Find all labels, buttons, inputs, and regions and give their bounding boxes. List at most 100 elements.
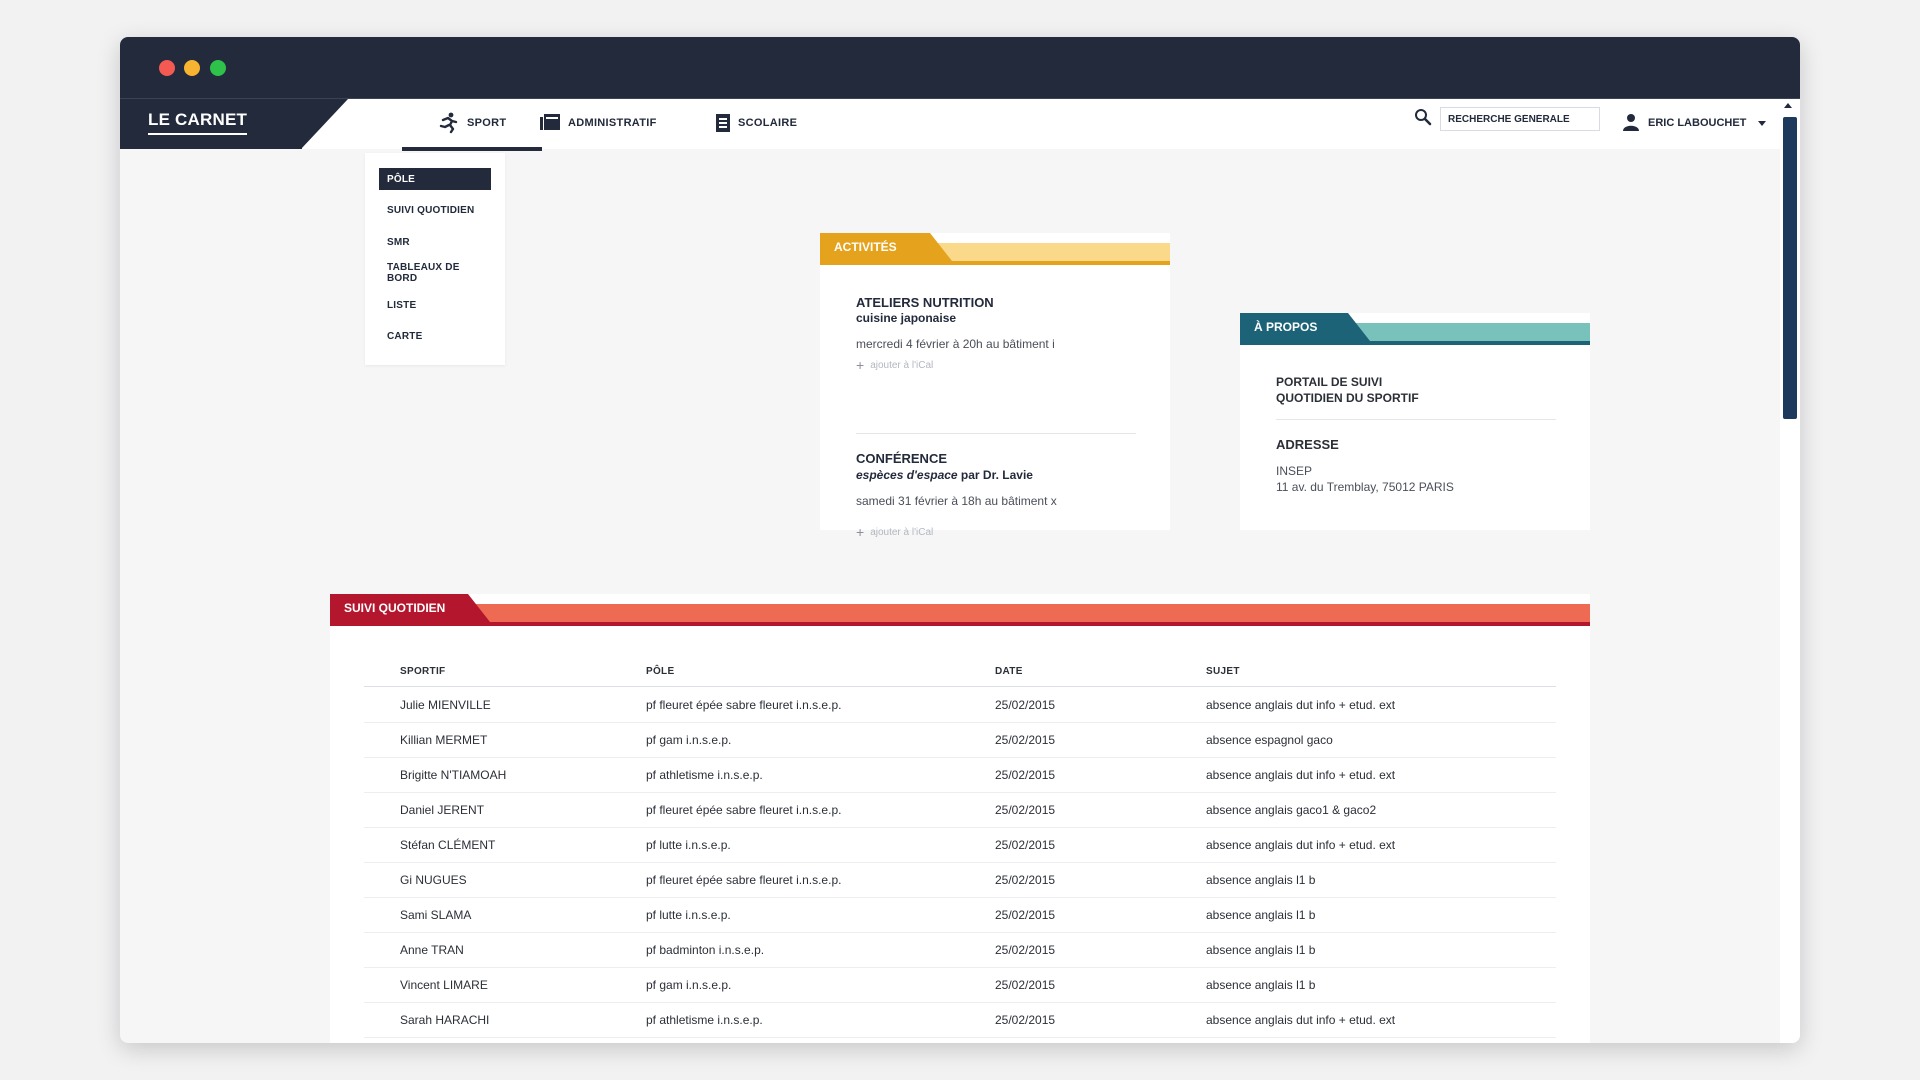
user-name: ERIC LABOUCHET	[1648, 117, 1747, 129]
cell-date: 25/02/2015	[995, 943, 1056, 957]
table-row[interactable]: Anne TRAN pf badminton i.n.s.e.p. 25/02/…	[364, 933, 1556, 968]
activity-subtitle: espèces d'espace par Dr. Lavie	[856, 468, 1033, 482]
nav-scolaire[interactable]: SCOLAIRE	[716, 99, 797, 147]
user-menu[interactable]: ERIC LABOUCHET	[1622, 99, 1767, 147]
cell-date: 25/02/2015	[995, 768, 1056, 782]
menu-item-suivi-quotidien[interactable]: SUIVI QUOTIDIEN	[387, 204, 475, 216]
activity-when: samedi 31 février à 18h au bâtiment x	[856, 494, 1057, 508]
table-row[interactable]: Killian MERMET pf gam i.n.s.e.p. 25/02/2…	[364, 723, 1556, 758]
cell-sportif: Sami SLAMA	[400, 908, 472, 922]
menu-item-tableaux-de-bord[interactable]: TABLEAUX DE BORD	[387, 262, 460, 284]
app-logo: LE CARNET	[148, 110, 248, 135]
cell-sujet: absence anglais dut info + etud. ext	[1206, 1013, 1396, 1027]
apropos-header-bar	[1348, 323, 1590, 341]
nav-sport[interactable]: SPORT	[402, 99, 542, 151]
table-row[interactable]: Sami SLAMA pf lutte i.n.s.e.p. 25/02/201…	[364, 898, 1556, 933]
browser-window: LE CARNET SPORT ADMINISTRATIF SCOLAIRE	[120, 37, 1800, 1043]
nav-administratif-label: ADMINISTRATIF	[568, 117, 657, 129]
table-row[interactable]: Vincent LIMARE pf gam i.n.s.e.p. 25/02/2…	[364, 968, 1556, 1003]
table-row[interactable]: Daniel JERENT pf fleuret épée sabre fleu…	[364, 793, 1556, 828]
table-header-divider	[364, 686, 1556, 687]
activites-title: ACTIVITÉS	[834, 240, 897, 254]
cell-pole: pf fleuret épée sabre fleuret i.n.s.e.p.	[646, 873, 842, 887]
table-row[interactable]: Gi NUGUES pf fleuret épée sabre fleuret …	[364, 863, 1556, 898]
cell-date: 25/02/2015	[995, 698, 1056, 712]
activites-card: ACTIVITÉS ATELIERS NUTRITION cuisine jap…	[820, 233, 1170, 540]
chevron-down-icon	[1758, 120, 1767, 126]
cell-date: 25/02/2015	[995, 733, 1056, 747]
cell-pole: pf badminton i.n.s.e.p.	[646, 943, 765, 957]
table-row[interactable]: Brigitte N'TIAMOAH pf athletisme i.n.s.e…	[364, 758, 1556, 793]
cell-pole: pf fleuret épée sabre fleuret i.n.s.e.p.	[646, 698, 842, 712]
maximize-window-button[interactable]	[210, 60, 226, 76]
menu-item-carte[interactable]: CARTE	[387, 330, 423, 342]
portal-title-line1: PORTAIL DE SUIVI	[1276, 375, 1383, 389]
suivi-tab-shape	[330, 594, 490, 622]
menu-item-liste[interactable]: LISTE	[387, 299, 417, 311]
cell-date: 25/02/2015	[995, 978, 1056, 992]
vertical-scrollbar[interactable]	[1780, 99, 1800, 1043]
plus-icon: +	[856, 357, 865, 373]
suivi-header-line	[330, 622, 1590, 626]
cell-date: 25/02/2015	[995, 838, 1056, 852]
global-search-input[interactable]	[1440, 107, 1600, 131]
activity-title: CONFÉRENCE	[856, 451, 948, 466]
add-to-ical-link[interactable]: + ajouter à l'iCal	[856, 357, 933, 373]
cell-pole: pf gam i.n.s.e.p.	[646, 978, 732, 992]
sport-dropdown-menu: PÔLE SUIVI QUOTIDIEN SMR TABLEAUX DE BOR…	[365, 153, 505, 365]
logo-corner	[301, 99, 348, 149]
cell-sujet: absence anglais dut info + etud. ext	[1206, 698, 1396, 712]
add-to-ical-label: ajouter à l'iCal	[870, 359, 934, 371]
cell-sportif: Sarah HARACHI	[400, 1013, 490, 1027]
cell-sujet: absence anglais l1 b	[1206, 978, 1316, 992]
add-to-ical-label: ajouter à l'iCal	[870, 526, 934, 538]
search-icon[interactable]	[1414, 108, 1432, 131]
cell-sportif: Brigitte N'TIAMOAH	[400, 768, 507, 782]
table-row[interactable]: Stéfan CLÉMENT pf lutte i.n.s.e.p. 25/02…	[364, 828, 1556, 863]
cell-sportif: Anne TRAN	[400, 943, 464, 957]
cell-sujet: absence anglais dut info + etud. ext	[1206, 838, 1396, 852]
suivi-quotidien-card: SUIVI QUOTIDIEN SPORTIF PÔLE DATE SUJET …	[330, 594, 1590, 1043]
apropos-card: À PROPOS PORTAIL DE SUIVI QUOTIDIEN DU S…	[1240, 313, 1590, 530]
cell-sujet: absence anglais l1 b	[1206, 908, 1316, 922]
cell-date: 25/02/2015	[995, 1013, 1056, 1027]
address-line1: INSEP	[1276, 464, 1313, 478]
table-row[interactable]: Julie MIENVILLE pf fleuret épée sabre fl…	[364, 688, 1556, 723]
cell-sportif: Vincent LIMARE	[400, 978, 488, 992]
logo-block[interactable]: LE CARNET	[120, 99, 302, 149]
nav-sport-label: SPORT	[467, 117, 507, 129]
activity-subtitle-emphasis: espèces d'espace	[856, 468, 958, 482]
column-header-date[interactable]: DATE	[995, 666, 1023, 677]
column-header-sujet[interactable]: SUJET	[1206, 666, 1240, 677]
column-header-sportif[interactable]: SPORTIF	[400, 666, 446, 677]
apropos-header-line	[1240, 341, 1590, 345]
cell-pole: pf lutte i.n.s.e.p.	[646, 838, 731, 852]
scrollbar-thumb[interactable]	[1783, 117, 1797, 419]
cell-sujet: absence anglais l1 b	[1206, 943, 1316, 957]
nav-scolaire-label: SCOLAIRE	[738, 117, 798, 129]
scroll-up-arrow-icon[interactable]	[1784, 103, 1792, 108]
menu-item-pole[interactable]: PÔLE	[379, 168, 491, 190]
close-window-button[interactable]	[159, 60, 175, 76]
cell-date: 25/02/2015	[995, 873, 1056, 887]
column-header-pole[interactable]: PÔLE	[646, 666, 675, 677]
minimize-window-button[interactable]	[184, 60, 200, 76]
window-titlebar	[120, 37, 1800, 99]
add-to-ical-link[interactable]: + ajouter à l'iCal	[856, 524, 933, 540]
activites-header-bar	[930, 243, 1170, 261]
runner-icon	[437, 112, 459, 134]
top-navbar: LE CARNET SPORT ADMINISTRATIF SCOLAIRE	[120, 99, 1780, 151]
activity-title: ATELIERS NUTRITION	[856, 295, 994, 310]
nav-administratif[interactable]: ADMINISTRATIF	[540, 99, 657, 147]
cell-sujet: absence espagnol gaco	[1206, 733, 1333, 747]
address-label: ADRESSE	[1276, 437, 1339, 452]
cell-sujet: absence anglais dut info + etud. ext	[1206, 768, 1396, 782]
table-row[interactable]: Sarah HARACHI pf athletisme i.n.s.e.p. 2…	[364, 1003, 1556, 1038]
menu-item-smr[interactable]: SMR	[387, 236, 410, 248]
cell-pole: pf athletisme i.n.s.e.p.	[646, 768, 763, 782]
activity-divider	[856, 433, 1136, 434]
cell-pole: pf athletisme i.n.s.e.p.	[646, 1013, 763, 1027]
activites-header-line	[820, 261, 1170, 265]
apropos-title: À PROPOS	[1254, 320, 1318, 334]
cell-sportif: Killian MERMET	[400, 733, 488, 747]
